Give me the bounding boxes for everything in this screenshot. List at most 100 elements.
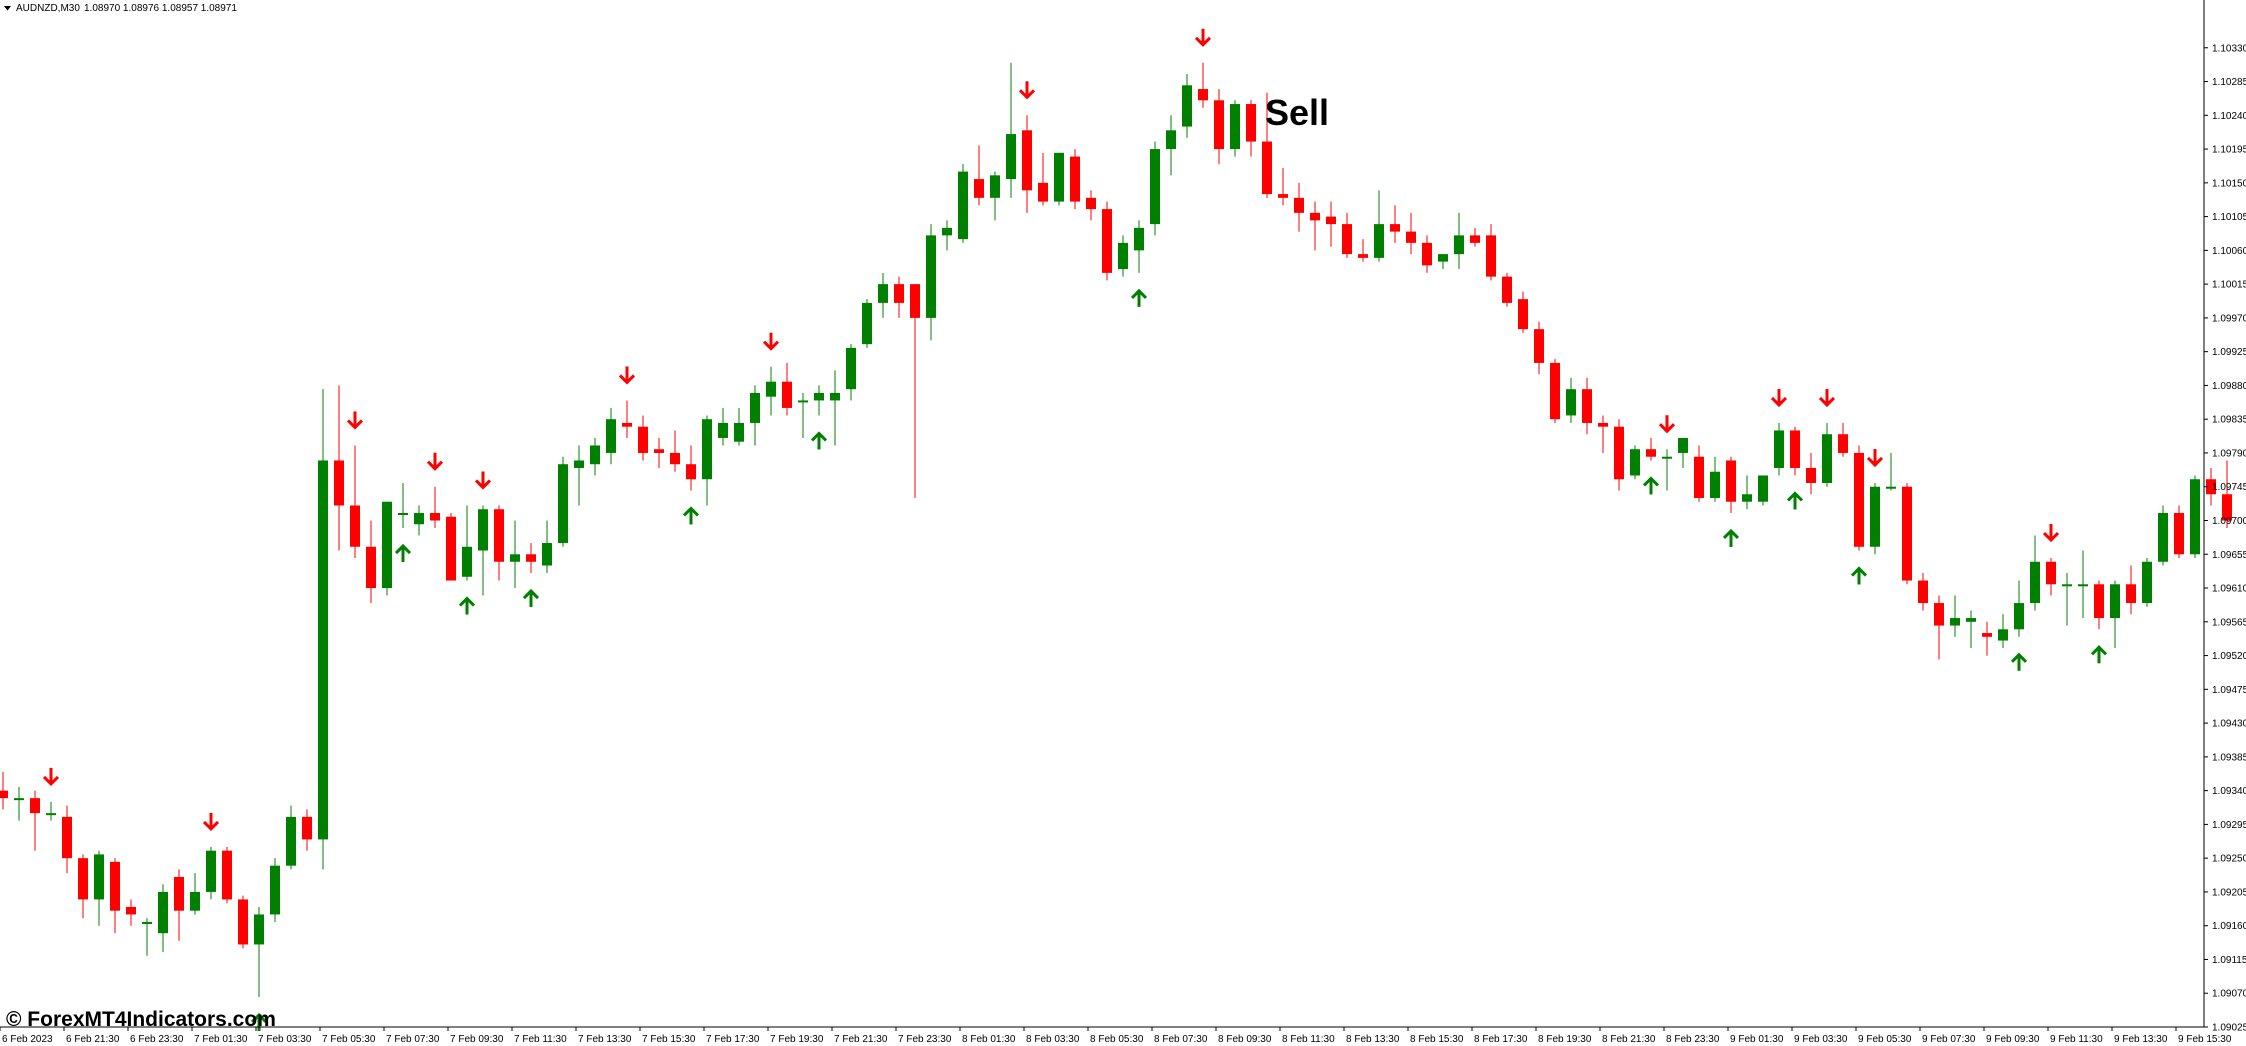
candle-body	[1262, 141, 1272, 195]
candle	[1598, 415, 1608, 453]
candle	[1950, 595, 1960, 637]
time-tick-label: 8 Feb 09:30	[1218, 1034, 1272, 1045]
candle-body	[2142, 561, 2152, 604]
candle-body	[1390, 224, 1400, 232]
candle-body	[1502, 276, 1512, 303]
price-tick-label: 1.09340	[2212, 786, 2246, 797]
candle-body	[830, 392, 840, 401]
candle	[782, 362, 792, 416]
candle	[1822, 422, 1832, 487]
candle	[110, 858, 120, 934]
candle-body	[702, 419, 712, 480]
candle-body	[430, 512, 440, 521]
candle-body	[366, 546, 376, 589]
price-tick-label: 1.09835	[2212, 415, 2246, 426]
candle-body	[2158, 512, 2168, 562]
sell-arrow-down-icon	[1866, 448, 1884, 468]
candle	[558, 456, 568, 547]
candle-body	[286, 816, 296, 866]
candle	[2126, 565, 2136, 615]
sell-arrow-down-icon	[474, 471, 492, 490]
time-tick-label: 7 Feb 03:30	[258, 1034, 312, 1045]
candle-body	[1150, 149, 1160, 225]
time-tick-label: 9 Feb 13:30	[2114, 1034, 2168, 1045]
candle	[334, 385, 344, 551]
candle-body	[958, 171, 968, 240]
candle-body	[542, 543, 552, 566]
candle	[238, 895, 248, 949]
candle-body	[1854, 452, 1864, 547]
candle	[1854, 445, 1864, 551]
candle	[446, 512, 456, 581]
candle	[1726, 456, 1736, 513]
candle-body	[1822, 434, 1832, 483]
candle-body	[318, 460, 328, 840]
candle-body	[302, 816, 312, 840]
candle-body	[2094, 584, 2104, 619]
candle	[894, 276, 904, 318]
candle	[382, 501, 392, 596]
candle-body	[334, 460, 344, 506]
candle-body	[1326, 216, 1336, 225]
candle	[46, 801, 56, 821]
candle	[1630, 445, 1640, 480]
candle-body	[1902, 486, 1912, 581]
candle	[990, 171, 1000, 221]
time-tick-label: 8 Feb 23:30	[1666, 1034, 1720, 1045]
candle	[1678, 437, 1688, 468]
candle-body	[2206, 479, 2216, 495]
buy-arrow-up-icon	[458, 596, 476, 615]
candle-body	[1566, 389, 1576, 416]
candle	[878, 272, 888, 318]
candle	[478, 505, 488, 596]
chart-menu-triangle-icon[interactable]	[4, 6, 11, 11]
candle	[1118, 235, 1128, 277]
candle-body	[14, 798, 24, 801]
candle-body	[846, 347, 856, 390]
price-tick-label: 1.09115	[2212, 955, 2246, 966]
candle-body	[174, 876, 184, 911]
candle	[222, 846, 232, 904]
candle	[2014, 580, 2024, 637]
sell-arrow-down-icon	[762, 332, 780, 351]
sell-arrow-down-icon	[1770, 388, 1788, 408]
candle-body	[766, 381, 776, 397]
candle	[2094, 580, 2104, 630]
price-tick-label: 1.09250	[2212, 854, 2246, 865]
candle-body	[1294, 197, 1304, 213]
candle	[622, 400, 632, 438]
candle	[526, 543, 536, 574]
candle-body	[1774, 430, 1784, 468]
candle-body	[1726, 460, 1736, 502]
time-tick-label: 7 Feb 15:30	[642, 1034, 696, 1045]
candle-body	[1278, 194, 1288, 198]
candle-body	[750, 392, 760, 423]
candle-body	[1374, 224, 1384, 258]
candle	[1710, 456, 1720, 502]
price-tick-label: 1.09160	[2212, 921, 2246, 932]
candle-body	[510, 554, 520, 562]
candle	[1486, 224, 1496, 281]
candle-body	[990, 175, 1000, 198]
candle	[1422, 235, 1432, 273]
candle	[462, 505, 472, 581]
candle	[1246, 100, 1256, 157]
candle-body	[382, 501, 392, 589]
candle	[142, 918, 152, 956]
candle	[814, 385, 824, 416]
sell-arrow-down-icon	[618, 366, 636, 385]
candle-body	[1022, 130, 1032, 191]
time-tick-label: 7 Feb 05:30	[322, 1034, 376, 1045]
candle	[654, 437, 664, 468]
price-tick-label: 1.09205	[2212, 887, 2246, 898]
time-tick-label: 9 Feb 15:30	[2178, 1034, 2232, 1045]
buy-arrow-up-icon	[1642, 476, 1660, 495]
buy-arrow-up-icon	[810, 431, 828, 450]
candle	[1982, 621, 1992, 656]
candle	[798, 392, 808, 438]
candle	[1790, 426, 1800, 476]
candle	[1102, 201, 1112, 281]
time-tick-label: 6 Feb 23:30	[130, 1034, 184, 1045]
candle-body	[1470, 235, 1480, 243]
